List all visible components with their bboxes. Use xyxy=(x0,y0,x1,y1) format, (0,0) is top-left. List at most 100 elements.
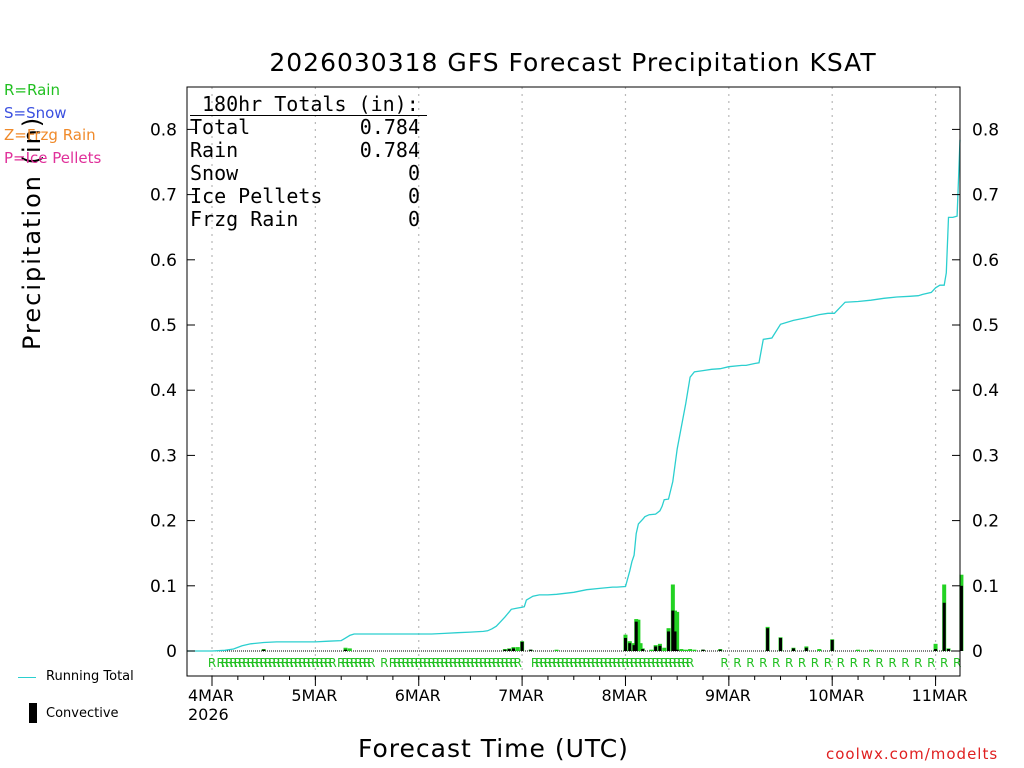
precip-bar xyxy=(343,647,348,651)
rain-marker: R xyxy=(505,656,513,670)
rain-marker: R xyxy=(811,656,819,670)
y-tick-label: 0.2 xyxy=(972,512,999,532)
convective-bar xyxy=(791,648,795,651)
totals-header: 180hr Totals (in): xyxy=(190,93,427,116)
rain-marker: R xyxy=(850,656,858,670)
totals-row-rain: Rain 0.784 xyxy=(190,139,420,162)
precip-bar xyxy=(683,649,688,651)
rain-marker: R xyxy=(574,656,582,670)
rain-marker: R xyxy=(824,656,832,670)
rain-marker: R xyxy=(311,656,319,670)
totals-row-total: Total 0.784 xyxy=(190,116,420,139)
rain-marker: R xyxy=(548,656,556,670)
rain-marker: R xyxy=(354,656,362,670)
convective-bar xyxy=(520,641,524,651)
rain-marker: R xyxy=(410,656,418,670)
convective-bar xyxy=(641,649,645,651)
rain-marker: R xyxy=(303,656,311,670)
rain-marker: R xyxy=(772,656,780,670)
legend-rain: R=Rain xyxy=(4,81,60,99)
convective-bar xyxy=(804,647,808,651)
convective-bar xyxy=(344,649,348,651)
rain-marker: R xyxy=(247,656,255,670)
rain-marker: R xyxy=(363,656,371,670)
rain-marker: R xyxy=(419,656,427,670)
precip-bar xyxy=(638,643,643,651)
rain-marker: R xyxy=(290,656,298,670)
rain-marker: R xyxy=(552,656,560,670)
convective-bar xyxy=(830,639,834,651)
rain-marker: R xyxy=(595,656,603,670)
running-total-legend-label: Running Total xyxy=(46,669,134,684)
precip-bar xyxy=(662,647,667,651)
rain-marker: R xyxy=(427,656,435,670)
y-tick-label: 0 xyxy=(972,642,983,662)
rain-marker: R xyxy=(686,656,694,670)
rain-marker: R xyxy=(888,656,896,670)
rain-marker: R xyxy=(324,656,332,670)
convective-legend-label: Convective xyxy=(46,706,119,721)
legend-ice-pellets: P=Ice Pellets xyxy=(4,149,102,167)
rain-marker: R xyxy=(221,656,229,670)
rain-marker: R xyxy=(673,656,681,670)
totals-row-ice-pellets: Ice Pellets 0 xyxy=(190,185,420,208)
rain-marker: R xyxy=(604,656,612,670)
rain-marker: R xyxy=(242,656,250,670)
rain-marker: R xyxy=(617,656,625,670)
y-tick-label: 0.4 xyxy=(972,381,999,401)
rain-marker: R xyxy=(578,656,586,670)
convective-bar xyxy=(718,649,722,651)
rain-marker: R xyxy=(445,656,453,670)
rain-marker: R xyxy=(591,656,599,670)
convective-bar xyxy=(658,645,662,651)
y-tick-label: 0.2 xyxy=(150,512,177,532)
rain-marker: R xyxy=(238,656,246,670)
totals-value: 0 xyxy=(407,161,420,185)
rain-marker: R xyxy=(608,656,616,670)
rain-marker: R xyxy=(557,656,565,670)
rain-marker: R xyxy=(682,656,690,670)
y-tick-label: 0.3 xyxy=(972,446,999,466)
precip-bar xyxy=(347,648,352,651)
x-tick-label: 11MAR xyxy=(912,686,968,705)
precip-bar xyxy=(515,647,520,651)
x-tick-label: 4MAR xyxy=(188,686,234,705)
totals-row-snow: Snow 0 xyxy=(190,162,420,185)
rain-marker: R xyxy=(483,656,491,670)
y-tick-label: 0.5 xyxy=(150,316,177,336)
x-tick-label: 6MAR xyxy=(395,686,441,705)
rain-marker: R xyxy=(359,656,367,670)
convective-bar xyxy=(511,648,515,651)
rain-marker: R xyxy=(488,656,496,670)
rain-marker: R xyxy=(277,656,285,670)
credit-link[interactable]: coolwx.com/modelts xyxy=(826,745,999,763)
rain-marker: R xyxy=(234,656,242,670)
y-tick-label: 0.6 xyxy=(150,251,177,271)
precip-bar xyxy=(673,610,678,651)
rain-marker: R xyxy=(660,656,668,670)
rain-marker: R xyxy=(785,656,793,670)
precip-bar xyxy=(688,649,693,651)
y-tick-label: 0.1 xyxy=(150,577,177,597)
rain-marker: R xyxy=(458,656,466,670)
rain-marker: R xyxy=(346,656,354,670)
rain-marker: R xyxy=(436,656,444,670)
rain-marker: R xyxy=(415,656,423,670)
rain-marker: R xyxy=(587,656,595,670)
totals-row-freezing-rain: Frzg Rain 0 xyxy=(190,208,420,231)
precip-bar xyxy=(679,649,684,651)
convective-bar xyxy=(671,610,675,651)
convective-bar xyxy=(529,649,533,651)
totals-value: 0.784 xyxy=(359,115,420,139)
rain-marker: R xyxy=(565,656,573,670)
rain-marker: R xyxy=(316,656,324,670)
rain-marker: R xyxy=(449,656,457,670)
rain-marker: R xyxy=(656,656,664,670)
rain-marker: R xyxy=(570,656,578,670)
rain-marker: R xyxy=(647,656,655,670)
rain-marker: R xyxy=(669,656,677,670)
rain-marker: R xyxy=(406,656,414,670)
rain-marker: R xyxy=(264,656,272,670)
rain-marker: R xyxy=(492,656,500,670)
